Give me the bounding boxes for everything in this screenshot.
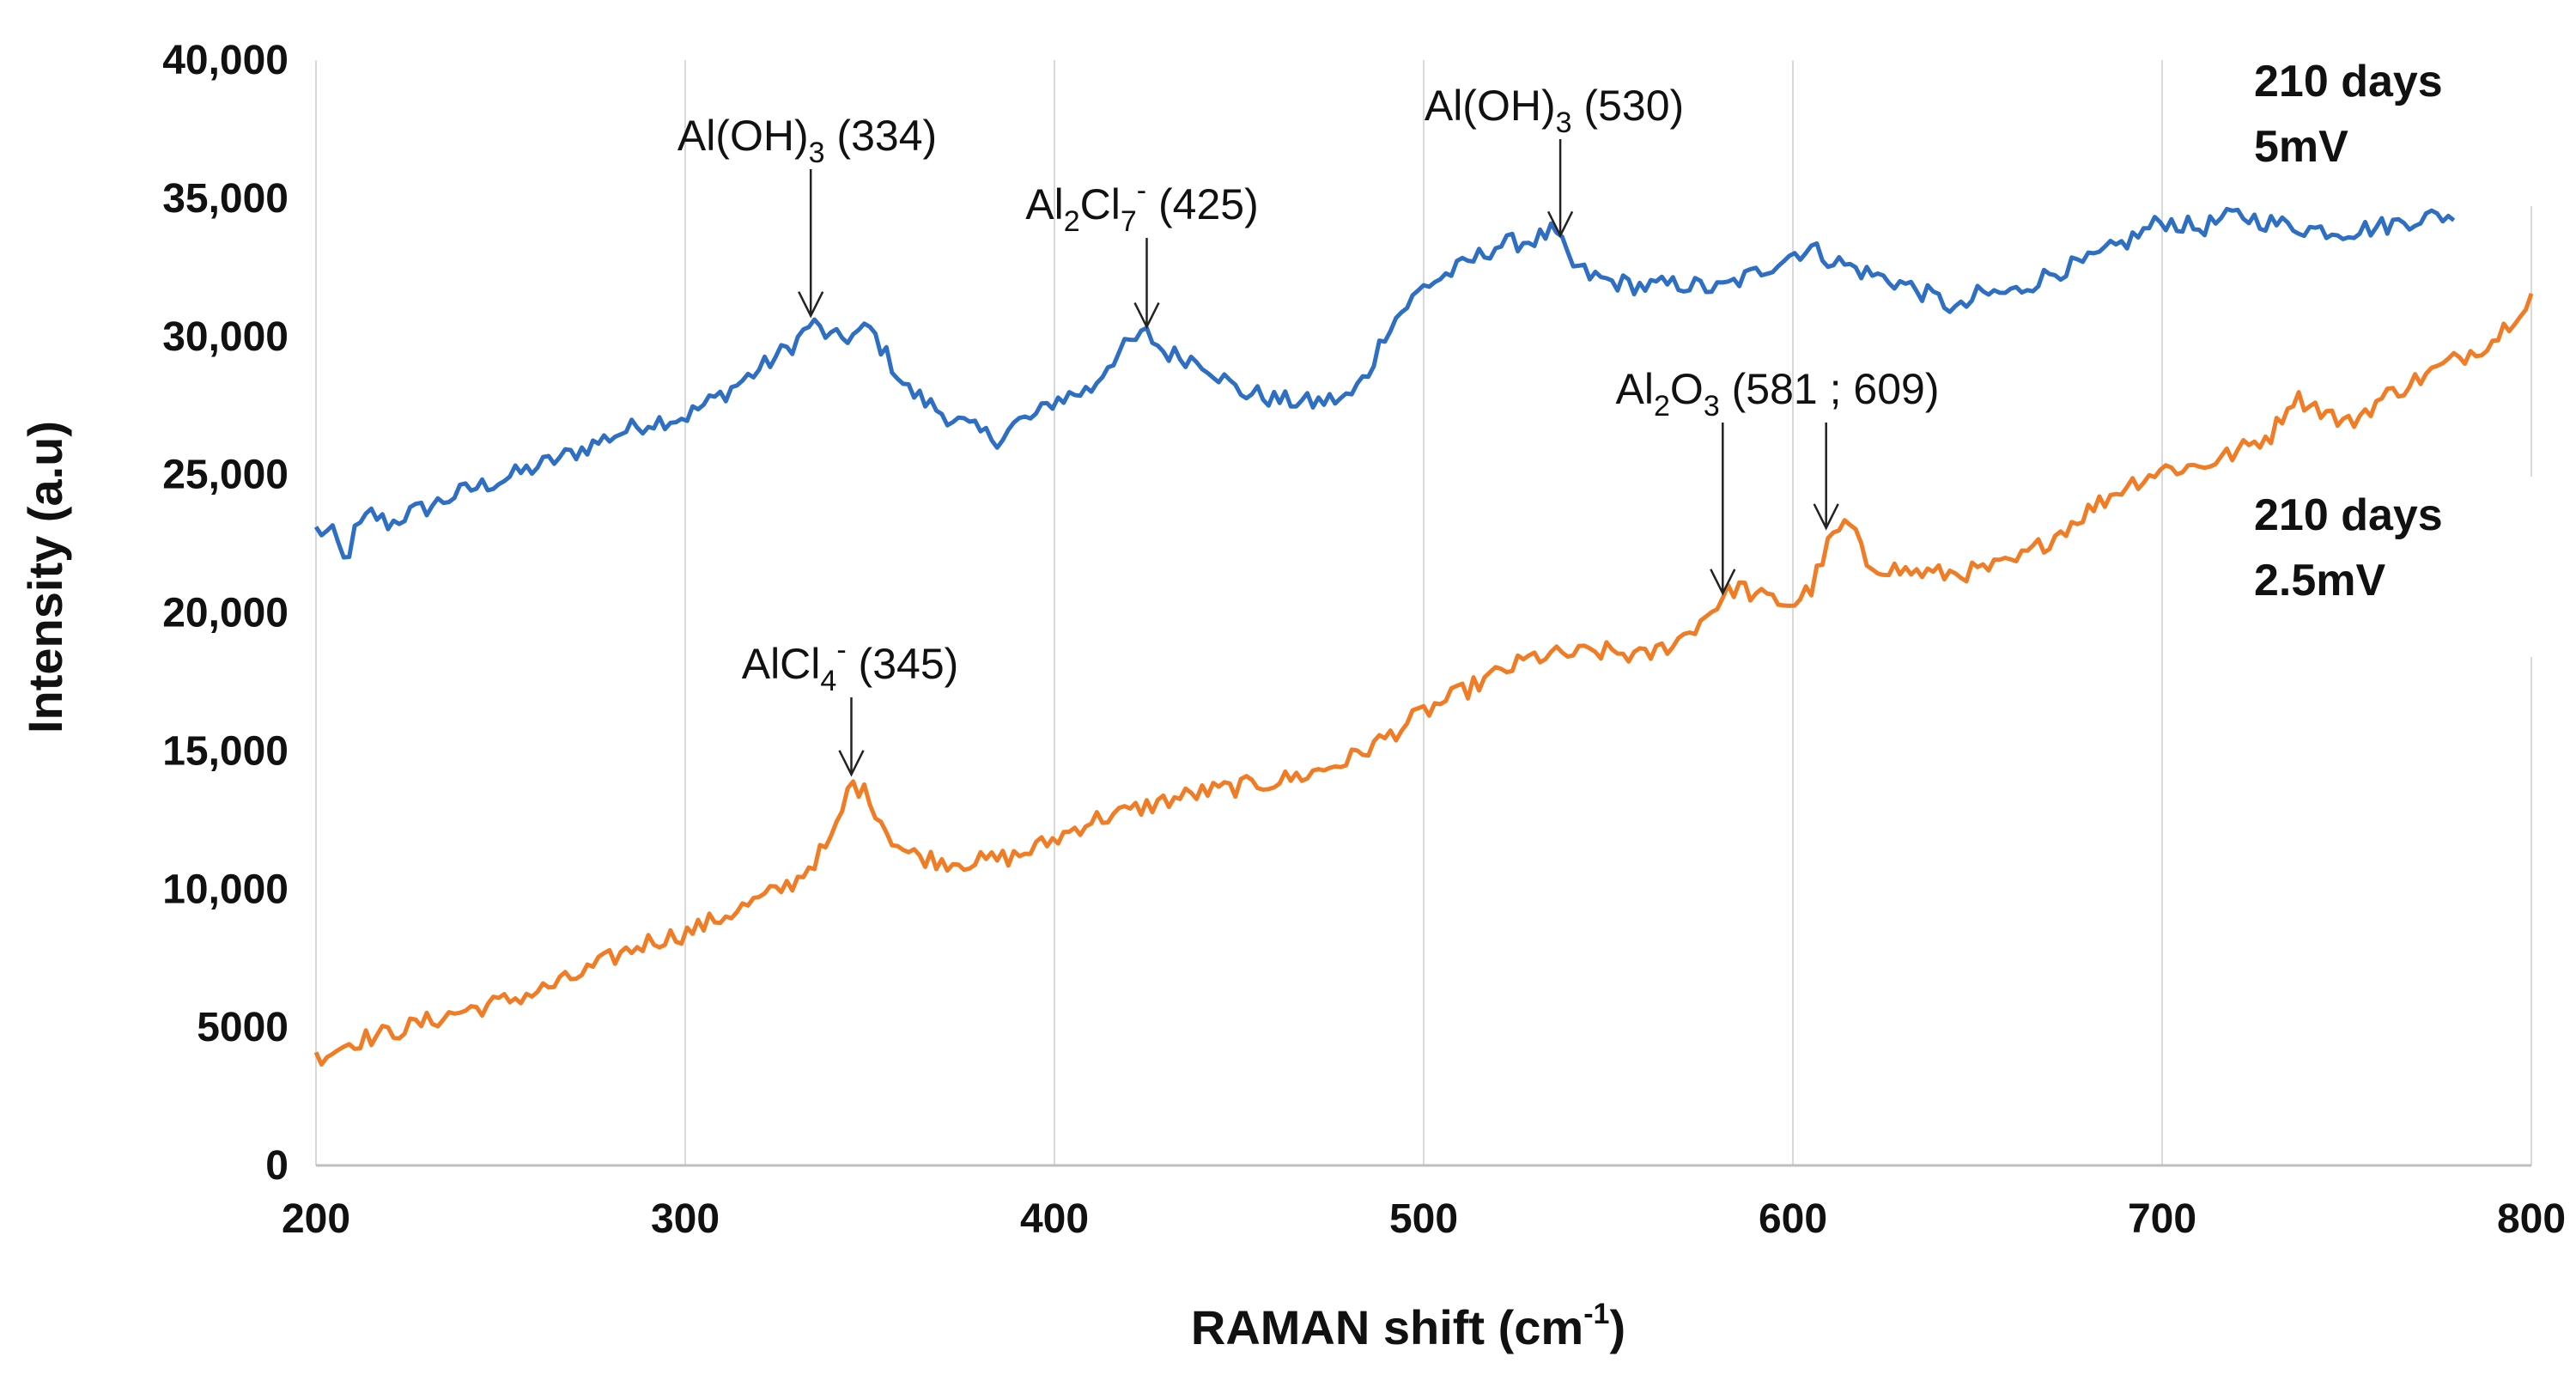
series-line-2 (313, 292, 2534, 1067)
series-label-line1: 210 days (2254, 57, 2443, 106)
series-label-line1: 210 days (2254, 490, 2443, 540)
annotation-arrowhead (798, 291, 824, 319)
annotation-arrowhead (1133, 301, 1160, 330)
peak-annotation: AlCl4- (345) (742, 634, 959, 697)
annotation-arrowhead (838, 750, 865, 777)
x-tick-label: 600 (1759, 1196, 1827, 1242)
y-tick-label: 25,000 (162, 453, 289, 498)
annotation-arrowhead (1813, 503, 1839, 531)
series-label-line2: 5mV (2254, 122, 2348, 172)
annotation-subscript: 3 (809, 137, 825, 169)
annotation-text: (530) (1572, 82, 1685, 130)
y-tick-label: 30,000 (162, 314, 289, 360)
series-label-background (2237, 477, 2546, 657)
x-tick-label: 500 (1389, 1196, 1458, 1242)
peak-annotation: Al2Cl7- (425) (1025, 174, 1258, 238)
annotation-subscript: 7 (1121, 205, 1137, 238)
y-tick-label: 0 (265, 1143, 289, 1189)
y-tick-label: 35,000 (162, 176, 289, 222)
y-tick-label: 40,000 (162, 38, 289, 83)
annotation-text: Al(OH) (677, 112, 809, 160)
annotation-subscript: 2 (1064, 205, 1080, 238)
series-line-1 (313, 206, 2456, 560)
x-tick-label: 300 (651, 1196, 720, 1242)
annotation-text: AlCl (742, 640, 821, 688)
annotations: Al(OH)3 (334)Al2Cl7- (425)Al(OH)3 (530)A… (677, 82, 1940, 777)
annotation-text: (425) (1146, 180, 1259, 228)
annotation-text: Al (1025, 180, 1063, 228)
y-tick-label: 15,000 (162, 728, 289, 774)
x-tick-label: 700 (2128, 1196, 2196, 1242)
peak-annotation: Al2O3 (581 ; 609) (1616, 365, 1940, 423)
annotation-text: (334) (825, 112, 938, 160)
peak-annotation: Al(OH)3 (334) (677, 112, 937, 169)
annotation-subscript: 4 (820, 665, 836, 697)
x-tick-label: 800 (2497, 1196, 2566, 1242)
series-label-line2: 2.5mV (2254, 556, 2386, 605)
annotation-subscript: 2 (1654, 390, 1670, 423)
y-tick-label: 20,000 (162, 591, 289, 636)
series-label-background (2237, 43, 2546, 206)
x-axis-title-sup: -1 (1583, 1298, 1609, 1330)
peak-annotation: Al(OH)3 (530) (1425, 82, 1684, 139)
annotation-text: O (1670, 365, 1704, 413)
annotation-subscript: 3 (1704, 390, 1720, 423)
annotation-subscript: 3 (1556, 106, 1572, 139)
x-axis-title-main: RAMAN shift (cm (1191, 1300, 1583, 1354)
annotation-text: Al (1616, 365, 1654, 413)
x-tick-label: 200 (282, 1196, 350, 1242)
annotation-text: Cl (1080, 180, 1121, 228)
x-axis-title-end: ) (1609, 1300, 1625, 1354)
annotation-superscript: - (1137, 174, 1146, 207)
x-axis-title: RAMAN shift (cm-1) (1191, 1298, 1625, 1354)
annotation-text: (581 ; 609) (1720, 365, 1940, 413)
annotation-text: Al(OH) (1425, 82, 1556, 130)
annotation-text: (345) (847, 640, 959, 688)
annotation-arrowhead (1546, 210, 1574, 239)
annotation-arrowhead (1710, 569, 1736, 596)
y-axis-title: Intensity (a.u) (18, 421, 72, 733)
y-tick-label: 10,000 (162, 867, 289, 912)
x-tick-label: 400 (1020, 1196, 1089, 1242)
series (313, 206, 2534, 1067)
annotation-superscript: - (836, 634, 846, 666)
axes: 200 300 400 500 600 700 800 0 5000 10,000 15,000 20… (162, 38, 2566, 1242)
series-labels: 210 days 5mV 210 days 2.5mV (2237, 43, 2546, 657)
y-tick-label: 5000 (197, 1005, 289, 1050)
grid (315, 60, 2532, 1165)
